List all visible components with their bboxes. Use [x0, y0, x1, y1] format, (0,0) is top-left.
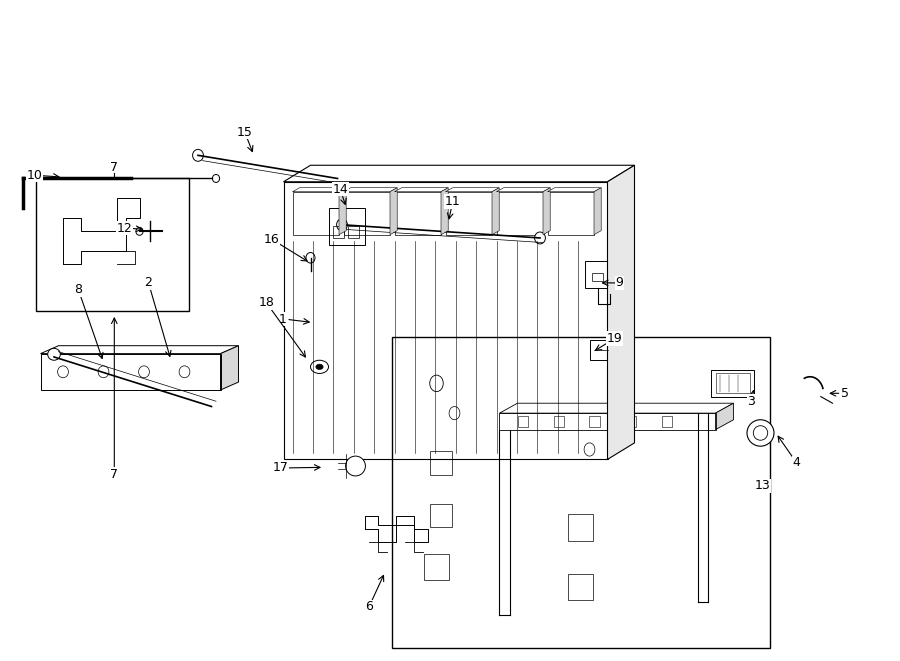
- Bar: [292, 192, 339, 235]
- Polygon shape: [394, 188, 448, 192]
- Ellipse shape: [753, 426, 768, 440]
- Bar: [518, 416, 528, 427]
- Circle shape: [316, 364, 323, 369]
- Circle shape: [310, 360, 328, 373]
- Text: 7: 7: [111, 161, 118, 175]
- Text: 6: 6: [365, 600, 373, 613]
- Ellipse shape: [346, 456, 365, 476]
- Ellipse shape: [139, 366, 149, 378]
- Ellipse shape: [306, 253, 315, 263]
- Ellipse shape: [58, 366, 68, 378]
- Bar: [40, 354, 220, 390]
- Text: 17: 17: [273, 461, 289, 475]
- Bar: [497, 192, 543, 235]
- Ellipse shape: [48, 348, 60, 360]
- Bar: [590, 416, 600, 427]
- Text: 16: 16: [264, 233, 280, 246]
- Bar: [592, 273, 603, 281]
- Ellipse shape: [179, 366, 190, 378]
- Ellipse shape: [747, 420, 774, 446]
- Bar: [430, 451, 452, 475]
- Polygon shape: [492, 188, 500, 235]
- Text: 14: 14: [332, 182, 348, 196]
- Text: 10: 10: [26, 169, 42, 182]
- Polygon shape: [40, 346, 239, 354]
- Text: 5: 5: [842, 387, 850, 400]
- Ellipse shape: [98, 366, 109, 378]
- Ellipse shape: [430, 375, 443, 391]
- Bar: [568, 514, 593, 541]
- Polygon shape: [339, 188, 346, 235]
- Polygon shape: [344, 188, 397, 192]
- Bar: [430, 504, 452, 527]
- Bar: [344, 192, 390, 235]
- Text: 19: 19: [607, 332, 623, 345]
- Text: 9: 9: [616, 276, 623, 290]
- Bar: [328, 208, 364, 245]
- Polygon shape: [441, 188, 448, 235]
- Polygon shape: [292, 188, 346, 192]
- Text: 1: 1: [278, 313, 286, 326]
- Polygon shape: [497, 188, 550, 192]
- Polygon shape: [547, 188, 601, 192]
- Ellipse shape: [332, 173, 343, 184]
- Text: 8: 8: [75, 283, 82, 296]
- Polygon shape: [500, 403, 734, 413]
- Polygon shape: [284, 165, 634, 182]
- Bar: [348, 226, 359, 238]
- Text: 11: 11: [445, 195, 461, 208]
- Text: 4: 4: [793, 456, 800, 469]
- Bar: [392, 337, 770, 648]
- Polygon shape: [390, 188, 397, 235]
- Text: 2: 2: [145, 276, 152, 290]
- Ellipse shape: [584, 443, 595, 456]
- Text: 13: 13: [754, 479, 770, 492]
- Text: 15: 15: [237, 126, 253, 139]
- Bar: [333, 226, 344, 238]
- Polygon shape: [594, 188, 601, 235]
- Bar: [585, 261, 610, 288]
- Ellipse shape: [136, 227, 143, 235]
- Bar: [36, 178, 189, 311]
- Bar: [284, 182, 608, 459]
- Text: 18: 18: [258, 296, 274, 309]
- Ellipse shape: [449, 407, 460, 420]
- Text: 3: 3: [748, 395, 755, 408]
- Text: 12: 12: [116, 221, 132, 235]
- Polygon shape: [220, 346, 238, 390]
- Bar: [716, 373, 750, 393]
- Ellipse shape: [212, 175, 220, 182]
- Bar: [711, 370, 754, 397]
- Bar: [394, 192, 441, 235]
- Polygon shape: [716, 403, 733, 430]
- Bar: [500, 413, 716, 430]
- Polygon shape: [446, 188, 500, 192]
- Bar: [590, 340, 612, 360]
- Bar: [662, 416, 672, 427]
- Polygon shape: [608, 165, 634, 459]
- Polygon shape: [543, 188, 550, 235]
- Ellipse shape: [193, 149, 203, 161]
- Ellipse shape: [337, 219, 347, 231]
- Bar: [424, 554, 449, 580]
- Bar: [547, 192, 594, 235]
- Bar: [446, 192, 492, 235]
- Bar: [554, 416, 564, 427]
- Text: 7: 7: [111, 468, 118, 481]
- Bar: [568, 574, 593, 600]
- Ellipse shape: [535, 232, 545, 244]
- Bar: [626, 416, 636, 427]
